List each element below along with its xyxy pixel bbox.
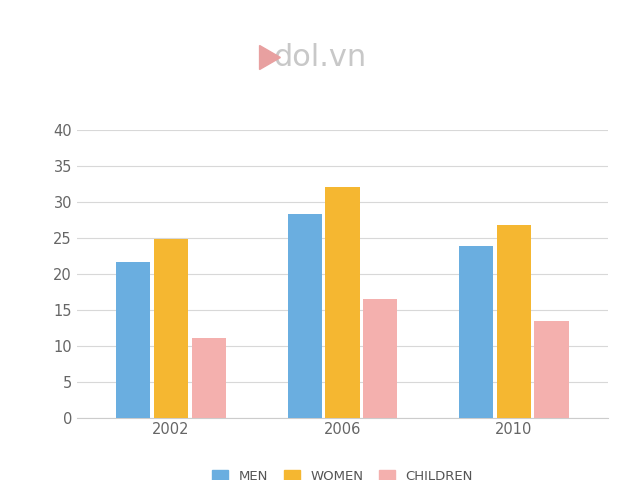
Bar [287,214,322,418]
Bar [363,299,397,418]
Bar [534,321,568,418]
Bar [116,262,150,418]
Text: dol.vn: dol.vn [273,43,367,72]
Bar [497,225,531,418]
Bar [325,187,360,418]
Bar [459,246,493,418]
Legend: MEN, WOMEN, CHILDREN: MEN, WOMEN, CHILDREN [207,465,478,480]
Bar [154,239,188,418]
Bar [191,338,226,418]
